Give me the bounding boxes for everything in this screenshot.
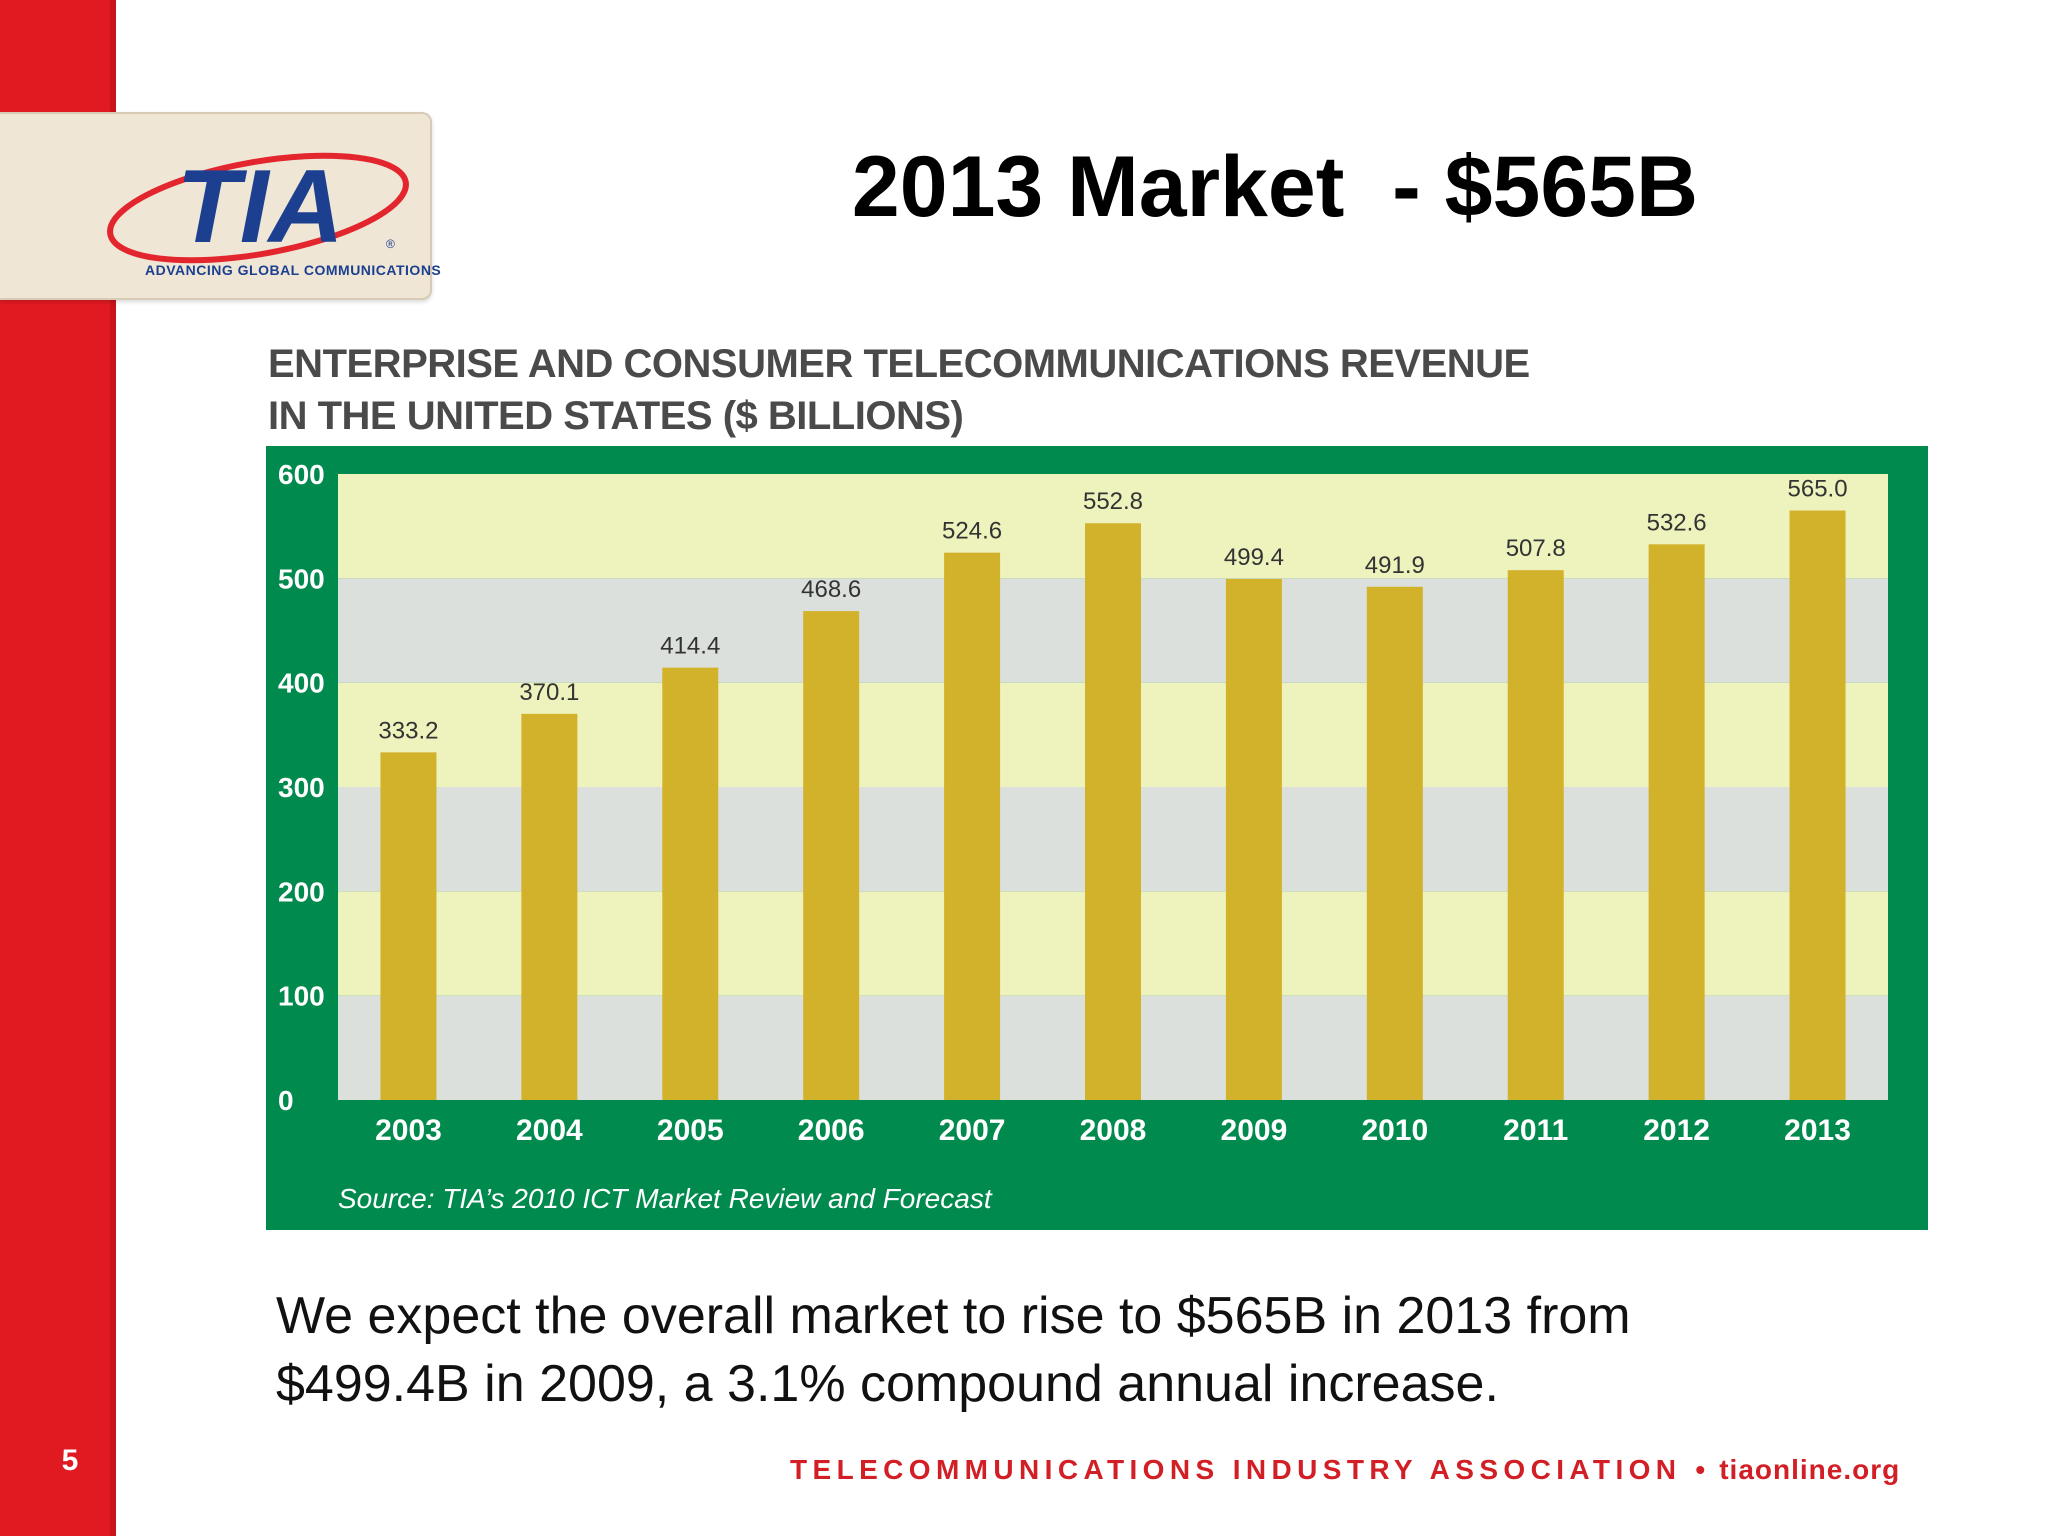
bar-value-label: 414.4 <box>660 633 720 660</box>
bar <box>380 752 437 1100</box>
footer-org-name: TELECOMMUNICATIONS INDUSTRY ASSOCIATION <box>790 1454 1682 1485</box>
x-tick-label: 2011 <box>1503 1114 1568 1147</box>
x-tick-label: 2013 <box>1784 1114 1851 1147</box>
x-tick-label: 2003 <box>375 1114 442 1147</box>
bar-value-label: 370.1 <box>519 679 579 706</box>
bar <box>1225 578 1282 1100</box>
y-tick-label: 0 <box>278 1085 294 1116</box>
bar <box>521 713 578 1100</box>
bar-value-label: 532.6 <box>1647 509 1707 536</box>
chart-source-note: Source: TIA’s 2010 ICT Market Review and… <box>338 1183 993 1214</box>
x-tick-label: 2005 <box>657 1114 724 1147</box>
tia-logo-mark: TIA ® <box>107 149 409 265</box>
bar-value-label: 507.8 <box>1506 535 1566 562</box>
bar <box>1507 570 1564 1100</box>
logo-letters: TIA <box>176 149 344 265</box>
bar-value-label: 552.8 <box>1083 488 1143 515</box>
chart-panel: 0 100 200 300 400 500 600 333.2 370.1 414.4 468.6… <box>266 446 1928 1230</box>
bar <box>1085 523 1141 1100</box>
chart-title: ENTERPRISE AND CONSUMER TELECOMMUNICATIO… <box>268 338 1768 442</box>
chart-title-line-1: ENTERPRISE AND CONSUMER TELECOMMUNICATIO… <box>268 342 1530 386</box>
body-line-2: $499.4B in 2009, a 3.1% compound annual … <box>276 1355 1499 1413</box>
bar-value-label: 468.6 <box>801 576 861 603</box>
bar <box>944 552 1001 1100</box>
bar-value-label: 333.2 <box>378 717 438 744</box>
body-line-1: We expect the overall market to rise to … <box>276 1287 1631 1345</box>
footer: TELECOMMUNICATIONS INDUSTRY ASSOCIATION •… <box>790 1454 1972 1490</box>
chart-title-line-2: IN THE UNITED STATES ($ BILLIONS) <box>268 394 964 438</box>
y-tick-label: 600 <box>278 459 325 490</box>
x-tick-label: 2006 <box>798 1114 865 1147</box>
y-tick-label: 400 <box>278 668 325 699</box>
x-tick-label: 2012 <box>1643 1114 1710 1147</box>
logo-registered-mark: ® <box>386 237 395 251</box>
x-tick-label: 2004 <box>516 1114 583 1147</box>
body-text: We expect the overall market to rise to … <box>276 1282 1876 1418</box>
footer-separator: • <box>1695 1454 1706 1485</box>
x-tick-label: 2010 <box>1361 1114 1428 1147</box>
x-tick-label: 2008 <box>1080 1114 1147 1147</box>
bar-value-label: 524.6 <box>942 518 1002 545</box>
bar <box>1366 586 1423 1100</box>
x-tick-label: 2009 <box>1221 1114 1288 1147</box>
bar-value-label: 565.0 <box>1788 476 1848 503</box>
left-red-bar-edge <box>110 0 116 1536</box>
bar-value-label: 491.9 <box>1365 552 1425 579</box>
slide-title: 2013 Market - $565B <box>851 139 1699 235</box>
footer-url[interactable]: tiaonline.org <box>1719 1454 1901 1485</box>
logo-swoosh <box>107 152 409 264</box>
bar-value-label: 499.4 <box>1224 544 1284 571</box>
tia-logo: TIA ® ADVANCING GLOBAL COMMUNICATIONS <box>0 112 441 300</box>
bar-chart: 0 100 200 300 400 500 600 333.2 370.1 414.4 468.6… <box>266 446 1928 1230</box>
y-tick-label: 200 <box>278 876 325 907</box>
y-tick-label: 300 <box>278 772 325 803</box>
bar <box>662 667 719 1100</box>
x-tick-label: 2007 <box>939 1114 1006 1147</box>
slide-number: 5 <box>61 1444 79 1477</box>
bar <box>1789 510 1846 1100</box>
logo-tagline: ADVANCING GLOBAL COMMUNICATIONS <box>145 262 442 278</box>
y-tick-label: 100 <box>278 981 325 1012</box>
bar <box>1648 544 1705 1100</box>
y-tick-label: 500 <box>278 563 325 594</box>
bar <box>803 611 860 1100</box>
